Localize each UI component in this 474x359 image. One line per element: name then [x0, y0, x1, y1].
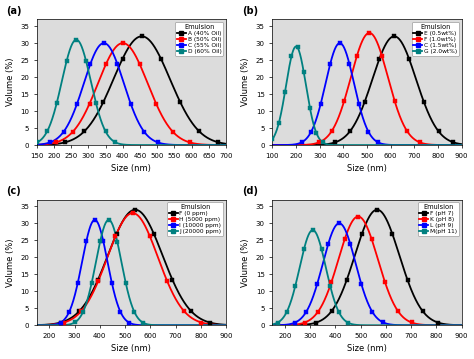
Text: (a): (a) [7, 5, 22, 15]
Y-axis label: Volume (%): Volume (%) [6, 238, 15, 286]
X-axis label: Size (nm): Size (nm) [347, 344, 387, 354]
X-axis label: Size (nm): Size (nm) [111, 164, 151, 173]
X-axis label: Size (nm): Size (nm) [347, 164, 387, 173]
Text: (d): (d) [242, 186, 258, 196]
Text: (c): (c) [7, 186, 21, 196]
Y-axis label: Volume (%): Volume (%) [6, 58, 15, 106]
Y-axis label: Volume (%): Volume (%) [241, 238, 250, 286]
X-axis label: Size (nm): Size (nm) [111, 344, 151, 354]
Legend: F (0 ppm), H (5000 ppm), I (10000 ppm), J (20000 ppm): F (0 ppm), H (5000 ppm), I (10000 ppm), … [167, 202, 223, 236]
Legend: A (40% Oil), B (50% Oil), C (55% Oil), D (60% Oil): A (40% Oil), B (50% Oil), C (55% Oil), D… [175, 22, 223, 56]
Text: (b): (b) [242, 5, 258, 15]
Y-axis label: Volume (%): Volume (%) [241, 58, 250, 106]
Legend: F (pH 7), K (pH 8), L (pH 9), M(pH 11): F (pH 7), K (pH 8), L (pH 9), M(pH 11) [418, 202, 459, 236]
Legend: E (0.5wt%), F (1.0wt%), C (1.5wt%), G (2.0wt%): E (0.5wt%), F (1.0wt%), C (1.5wt%), G (2… [411, 22, 459, 56]
